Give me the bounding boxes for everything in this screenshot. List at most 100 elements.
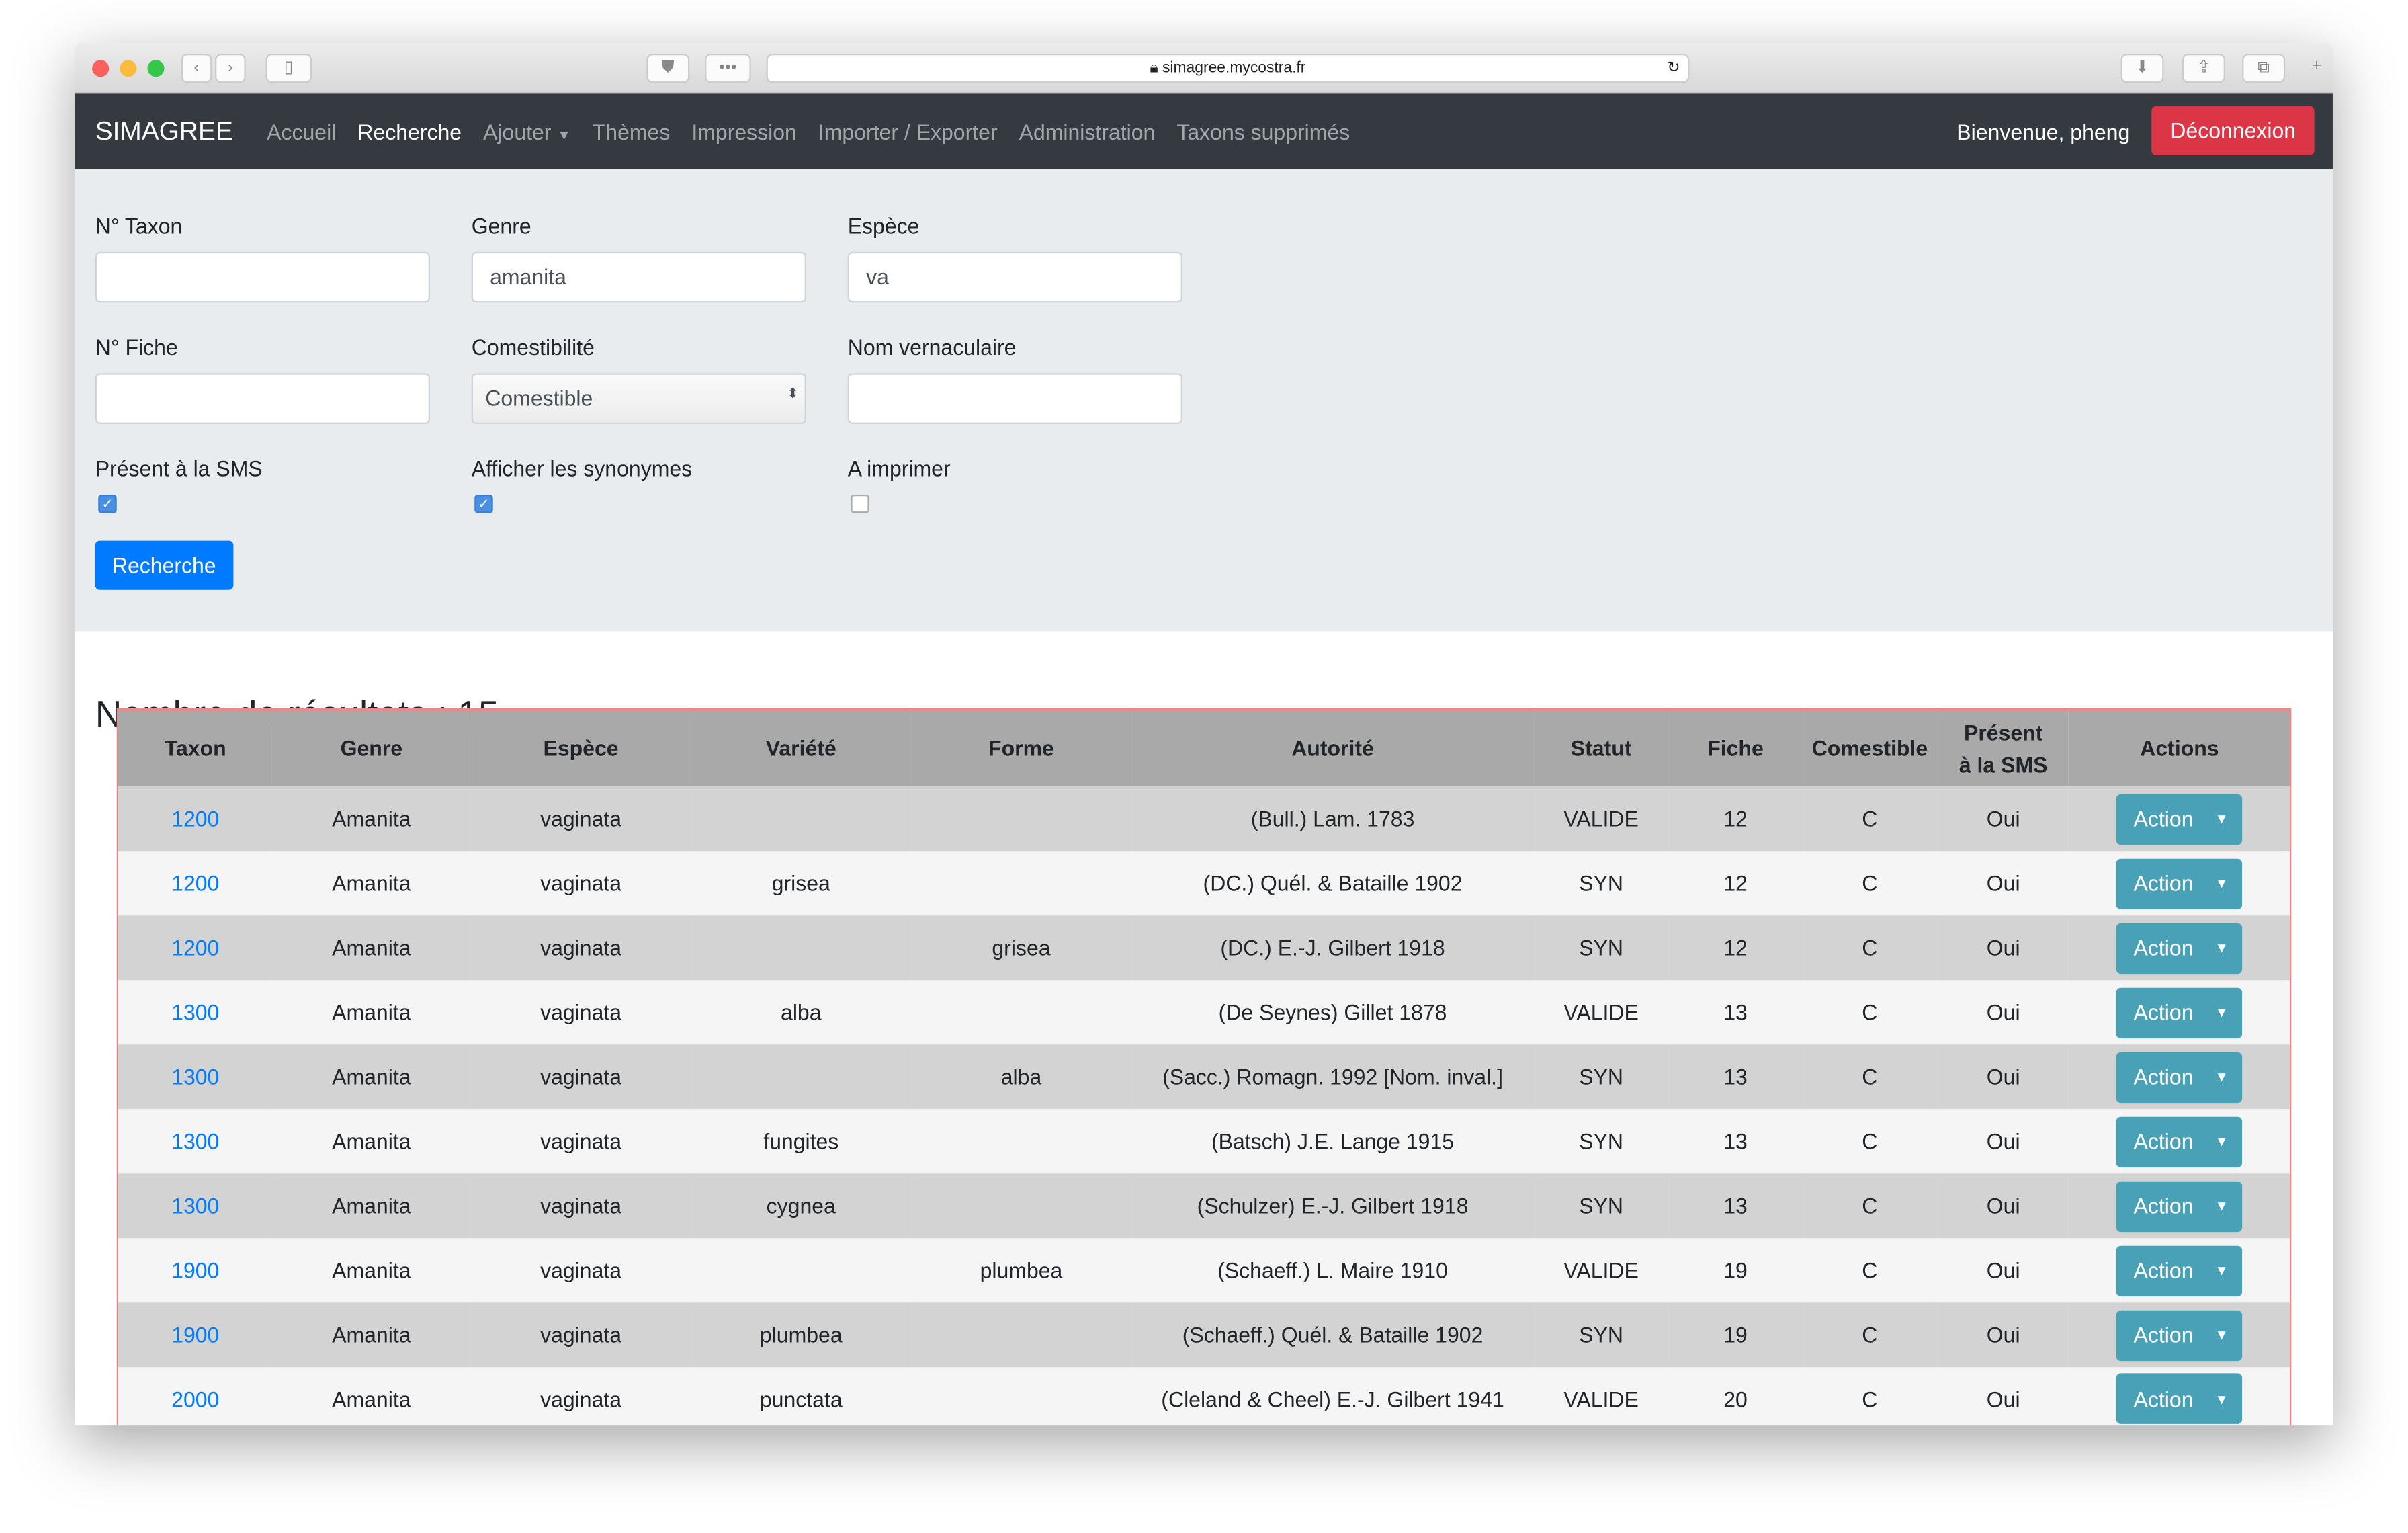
table-cell: (De Seynes) Gillet 1878 xyxy=(1131,980,1534,1045)
download-icon[interactable]: ⬇ xyxy=(2120,53,2164,83)
sms-checkbox[interactable]: ✓ xyxy=(98,494,117,513)
search-form: N° Taxon Genre amanita Espèce va N° Fich… xyxy=(75,169,2333,632)
table-cell: (Schaeff.) Quél. & Bataille 1902 xyxy=(1131,1302,1534,1368)
action-dropdown-button[interactable]: Action ▼ xyxy=(2116,1180,2243,1231)
imprimer-checkbox[interactable] xyxy=(851,494,869,513)
column-header: Comestible xyxy=(1802,709,1938,787)
tabs-icon[interactable]: ⧉ xyxy=(2242,53,2286,83)
espece-input[interactable]: va xyxy=(847,251,1182,303)
taxon-link[interactable]: 1300 xyxy=(171,1128,220,1154)
nav-taxons-supprimes[interactable]: Taxons supprimés xyxy=(1176,119,1350,144)
more-icon[interactable]: ••• xyxy=(705,53,751,83)
reload-icon[interactable]: ↻ xyxy=(1667,60,1680,77)
genre-input[interactable]: amanita xyxy=(471,251,806,303)
nav-themes[interactable]: Thèmes xyxy=(592,119,671,144)
action-dropdown-button[interactable]: Action ▼ xyxy=(2116,793,2243,844)
brand[interactable]: SIMAGREE xyxy=(95,116,233,145)
table-cell: 12 xyxy=(1668,786,1803,852)
taxon-link[interactable]: 1300 xyxy=(171,1064,220,1089)
column-header: Taxon xyxy=(117,709,273,787)
table-cell: C xyxy=(1802,1044,1938,1110)
table-cell: 1300 xyxy=(117,980,273,1045)
table-cell: Oui xyxy=(1937,786,2069,852)
fiche-input[interactable] xyxy=(95,373,430,424)
logout-button[interactable]: Déconnexion xyxy=(2151,106,2315,155)
action-dropdown-button[interactable]: Action ▼ xyxy=(2116,858,2243,909)
table-cell: SYN xyxy=(1533,1044,1669,1110)
actions-cell: Action ▼ xyxy=(2069,851,2291,916)
nav-recherche[interactable]: Recherche xyxy=(357,119,462,144)
table-cell: Oui xyxy=(1937,1238,2069,1303)
table-cell: 19 xyxy=(1668,1302,1803,1368)
caret-down-icon: ▼ xyxy=(2214,940,2229,956)
taxon-input[interactable] xyxy=(95,251,430,303)
share-icon[interactable]: ⇪ xyxy=(2182,53,2225,83)
actions-cell: Action ▼ xyxy=(2069,1302,2291,1368)
new-tab-icon[interactable]: + xyxy=(2311,56,2322,75)
table-cell: Amanita xyxy=(272,1238,471,1303)
vernaculaire-input[interactable] xyxy=(847,373,1182,424)
search-button[interactable]: Recherche xyxy=(95,540,233,590)
nav-import-export[interactable]: Importer / Exporter xyxy=(818,119,998,144)
table-cell: 2000 xyxy=(117,1367,273,1426)
action-label: Action xyxy=(2133,1322,2194,1348)
caret-down-icon: ▼ xyxy=(557,126,571,142)
taxon-link[interactable]: 1900 xyxy=(171,1257,220,1283)
column-header: Forme xyxy=(910,709,1132,787)
table-cell: Amanita xyxy=(272,980,471,1045)
action-dropdown-button[interactable]: Action ▼ xyxy=(2116,1373,2243,1425)
maximize-window-icon[interactable] xyxy=(147,60,165,77)
action-dropdown-button[interactable]: Action ▼ xyxy=(2116,1245,2243,1296)
taxon-link[interactable]: 2000 xyxy=(171,1386,220,1411)
table-row: 1200 Amanita vaginata grisea (DC.) Quél. & B… xyxy=(117,851,2291,916)
table-cell: 1200 xyxy=(117,851,273,916)
taxon-link[interactable]: 1300 xyxy=(171,1193,220,1218)
nav-administration[interactable]: Administration xyxy=(1019,119,1156,144)
caret-down-icon: ▼ xyxy=(2214,1198,2229,1214)
nav-impression[interactable]: Impression xyxy=(691,119,797,144)
synonymes-checkbox[interactable]: ✓ xyxy=(474,494,493,513)
table-cell: 13 xyxy=(1668,1173,1803,1239)
table-cell: 13 xyxy=(1668,1044,1803,1110)
taxon-link[interactable]: 1200 xyxy=(171,870,220,896)
column-header: Genre xyxy=(272,709,471,787)
table-cell: C xyxy=(1802,915,1938,981)
lock-icon: 🔒︎ xyxy=(1150,60,1158,77)
taxon-link[interactable]: 1200 xyxy=(171,935,220,960)
forward-icon[interactable]: › xyxy=(214,53,246,83)
shield-icon[interactable]: ⛊ xyxy=(646,53,690,83)
taxon-link[interactable]: 1900 xyxy=(171,1322,220,1348)
table-cell: (DC.) Quél. & Bataille 1902 xyxy=(1131,851,1534,916)
action-label: Action xyxy=(2133,1064,2194,1089)
action-label: Action xyxy=(2133,999,2194,1025)
nav-accueil[interactable]: Accueil xyxy=(267,119,337,144)
action-dropdown-button[interactable]: Action ▼ xyxy=(2116,922,2243,973)
minimize-window-icon[interactable] xyxy=(120,60,137,77)
browser-titlebar: ‹ › ▯ ⛊ ••• 🔒︎ simagree.mycostra.fr ↻ ⬇ ⇪… xyxy=(75,42,2333,94)
nav-ajouter[interactable]: Ajouter ▼ xyxy=(483,119,571,144)
action-dropdown-button[interactable]: Action ▼ xyxy=(2116,987,2243,1038)
nav-ajouter-label: Ajouter xyxy=(483,119,552,144)
taxon-link[interactable]: 1300 xyxy=(171,999,220,1025)
close-window-icon[interactable] xyxy=(92,60,110,77)
fiche-label: N° Fiche xyxy=(95,335,178,360)
action-dropdown-button[interactable]: Action ▼ xyxy=(2116,1309,2243,1360)
table-cell xyxy=(910,1173,1132,1239)
comestibilite-select[interactable]: Comestible ⬍ xyxy=(471,373,806,424)
imprimer-label: A imprimer xyxy=(847,456,951,481)
sidebar-icon[interactable]: ▯ xyxy=(265,53,312,83)
address-bar[interactable]: 🔒︎ simagree.mycostra.fr ↻ xyxy=(766,53,1690,83)
table-cell: Oui xyxy=(1937,1302,2069,1368)
action-label: Action xyxy=(2133,1193,2194,1218)
action-dropdown-button[interactable]: Action ▼ xyxy=(2116,1051,2243,1102)
action-dropdown-button[interactable]: Action ▼ xyxy=(2116,1116,2243,1167)
action-label: Action xyxy=(2133,935,2194,960)
table-cell: grisea xyxy=(691,851,911,916)
table-cell: Amanita xyxy=(272,1302,471,1368)
table-cell: 19 xyxy=(1668,1238,1803,1303)
table-cell: vaginata xyxy=(470,786,691,852)
caret-down-icon: ▼ xyxy=(2214,1391,2229,1407)
back-icon[interactable]: ‹ xyxy=(181,53,212,83)
table-cell xyxy=(910,786,1132,852)
taxon-link[interactable]: 1200 xyxy=(171,806,220,831)
